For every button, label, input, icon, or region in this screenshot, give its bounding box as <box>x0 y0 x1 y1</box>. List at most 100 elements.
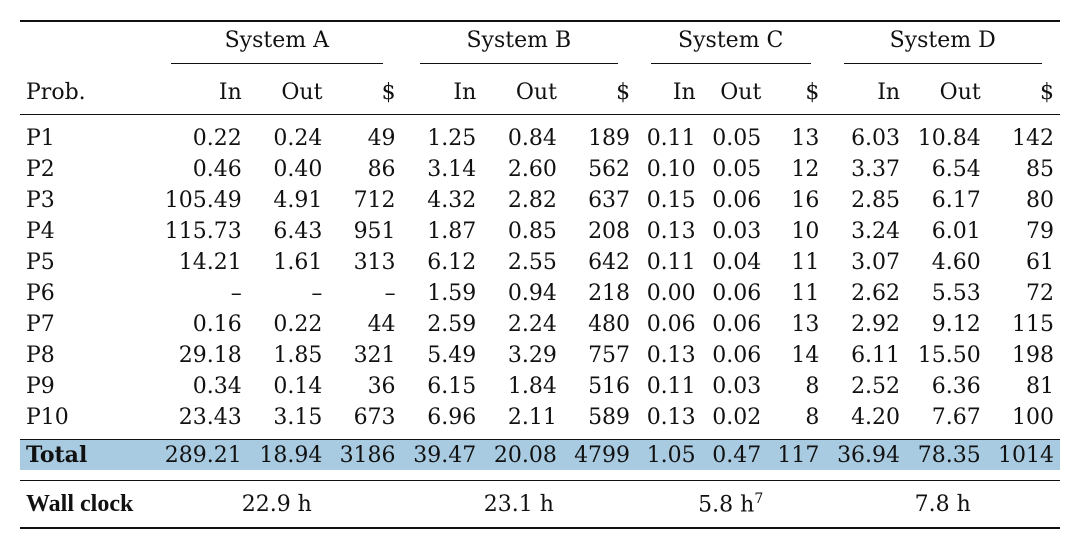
total-c-cost: 117 <box>767 439 826 470</box>
system-b-out-cell: 0.94 <box>507 281 557 306</box>
system-b-cost-cell: 208 <box>588 219 631 244</box>
system-b-in-cell: 2.59 <box>427 312 477 337</box>
problem-label: P10 <box>26 405 69 430</box>
total-a-out: 18.94 <box>247 439 329 470</box>
total-d-in: 36.94 <box>825 439 907 470</box>
system-a-out-cell: 0.22 <box>273 312 323 337</box>
system-c-out-cell: 0.05 <box>712 157 762 182</box>
system-a-out-cell: 1.61 <box>273 250 323 275</box>
system-d-out-cell: 6.36 <box>931 374 981 399</box>
system-a-in-cell: 0.22 <box>192 126 242 151</box>
system-d-in-cell: 2.52 <box>851 374 901 399</box>
total-label: Total <box>20 439 152 470</box>
total-d-out: 78.35 <box>906 439 987 470</box>
system-c-cost-cell: 8 <box>805 405 820 430</box>
system-c-cost-cell: 8 <box>805 374 820 399</box>
system-c-out-cell: 0.06 <box>712 312 762 337</box>
system-c-in-cell: 0.06 <box>646 312 696 337</box>
a-cost-header: $ <box>381 79 396 105</box>
system-d-out-cell: 7.67 <box>931 405 981 430</box>
system-d-cost-cell: 72 <box>1026 281 1054 306</box>
table-row: P6 – – – 1.59 0.94 218 0.00 0.06 11 2.62 5.53 72 <box>20 278 1060 309</box>
wall-clock-c-footnote: 7 <box>754 490 764 507</box>
system-a-out-cell: 0.14 <box>273 374 323 399</box>
problem-label: P2 <box>26 157 55 182</box>
system-d-out-cell: 9.12 <box>931 312 981 337</box>
system-b-out-cell: 0.85 <box>507 219 557 244</box>
table-body: P1 0.22 0.24 49 1.25 0.84 189 0.11 0.05 13 6.03 10.… <box>20 115 1060 440</box>
system-b-out-cell: 0.84 <box>507 126 557 151</box>
b-in-header: In <box>453 79 477 105</box>
table-row: P10 23.43 3.15 673 6.96 2.11 589 0.13 0.02 8 4.20 7… <box>20 402 1060 440</box>
system-c-out-cell: 0.05 <box>712 126 762 151</box>
wall-clock-label: Wall clock <box>20 480 152 529</box>
system-c-in-cell: 0.11 <box>646 126 696 151</box>
total-c-out: 0.47 <box>701 439 768 470</box>
total-a-cost: 3186 <box>328 439 402 470</box>
c-out-header: Out <box>720 79 762 105</box>
wall-clock-d: 7.8 h <box>825 480 1060 529</box>
system-b-in-cell: 6.15 <box>427 374 477 399</box>
system-d-in-cell: 2.85 <box>851 188 901 213</box>
system-a-cost-cell: 673 <box>353 405 396 430</box>
wall-clock-c: 5.8 h7 <box>636 480 826 529</box>
system-b-in-cell: 1.87 <box>427 219 477 244</box>
system-a-out-cell: 1.85 <box>273 343 323 368</box>
system-a-cost-cell: 951 <box>353 219 396 244</box>
problem-label: P5 <box>26 250 55 275</box>
d-in-header: In <box>877 79 901 105</box>
system-a-cost-cell: 313 <box>353 250 396 275</box>
system-b-in-cell: 6.96 <box>427 405 477 430</box>
spacer-row <box>20 470 1060 481</box>
system-d-out-cell: 10.84 <box>917 126 981 151</box>
system-b-in-cell: 1.25 <box>427 126 477 151</box>
total-a-in: 289.21 <box>152 439 248 470</box>
system-a-in-cell: 105.49 <box>164 188 242 213</box>
system-d-out-cell: 6.54 <box>931 157 981 182</box>
total-d-cost: 1014 <box>986 439 1060 470</box>
system-c-out-cell: 0.03 <box>712 374 762 399</box>
system-d-cost-cell: 85 <box>1026 157 1054 182</box>
system-a-cost-cell: 321 <box>353 343 396 368</box>
system-a-out-cell: 6.43 <box>273 219 323 244</box>
system-a-out-cell: 0.40 <box>273 157 323 182</box>
system-c-cost-cell: 16 <box>791 188 820 213</box>
table-row: P9 0.34 0.14 36 6.15 1.84 516 0.11 0.03 8 2.52 6.36… <box>20 371 1060 402</box>
system-c-in-cell: 0.10 <box>646 157 696 182</box>
system-b-cost-cell: 218 <box>588 281 631 306</box>
system-a-cost-cell: 44 <box>367 312 396 337</box>
table-row: P5 14.21 1.61 313 6.12 2.55 642 0.11 0.04 11 3.07 4… <box>20 247 1060 278</box>
system-a-in-cell: 23.43 <box>178 405 242 430</box>
problem-label: P4 <box>26 219 55 244</box>
wall-clock-row: Wall clock 22.9 h 23.1 h 5.8 h7 7.8 h <box>20 480 1060 529</box>
results-table: System A System B System C System D Prob… <box>20 20 1060 529</box>
system-d-cost-cell: 79 <box>1026 219 1054 244</box>
system-d-header: System D <box>825 21 1060 70</box>
system-c-cost-cell: 14 <box>791 343 820 368</box>
system-d-cost-cell: 142 <box>1012 126 1054 151</box>
system-c-cost-cell: 11 <box>791 250 820 275</box>
system-a-cost-cell: 712 <box>353 188 396 213</box>
problem-label: P8 <box>26 343 55 368</box>
system-b-in-cell: 4.32 <box>427 188 477 213</box>
system-c-header: System C <box>636 21 825 70</box>
system-d-in-cell: 3.24 <box>851 219 901 244</box>
system-b-out-cell: 2.55 <box>507 250 557 275</box>
system-d-in-cell: 2.62 <box>851 281 901 306</box>
system-c-out-cell: 0.04 <box>712 250 762 275</box>
system-c-out-cell: 0.06 <box>712 343 762 368</box>
d-cost-header: $ <box>1040 79 1054 105</box>
system-d-cost-cell: 198 <box>1012 343 1054 368</box>
c-in-header: In <box>672 79 696 105</box>
system-d-out-cell: 15.50 <box>917 343 981 368</box>
wall-clock-b: 23.1 h <box>401 480 637 529</box>
system-c-out-cell: 0.06 <box>712 188 762 213</box>
system-c-cost-cell: 10 <box>791 219 820 244</box>
problem-label: P9 <box>26 374 55 399</box>
system-a-in-cell: 0.34 <box>192 374 242 399</box>
table-row: P8 29.18 1.85 321 5.49 3.29 757 0.13 0.06 14 6.11 1… <box>20 340 1060 371</box>
system-d-cost-cell: 61 <box>1026 250 1054 275</box>
system-b-out-cell: 1.84 <box>507 374 557 399</box>
system-b-out-cell: 2.60 <box>507 157 557 182</box>
system-b-cost-cell: 642 <box>588 250 631 275</box>
